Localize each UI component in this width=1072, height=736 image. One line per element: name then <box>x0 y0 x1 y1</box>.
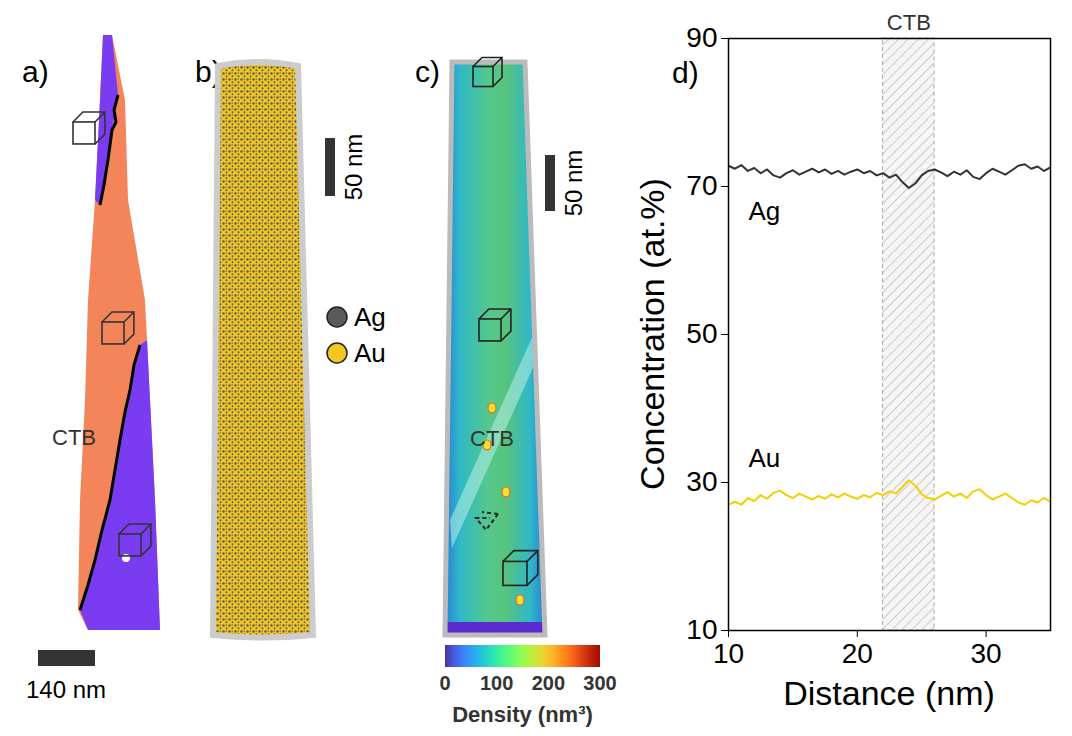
html-text:Concentration (at.%): Concentration (at.%) <box>632 178 671 490</box>
html-text:d): d) <box>672 56 699 89</box>
svg-text:Ag: Ag <box>749 196 781 226</box>
svg-text:100: 100 <box>480 672 513 694</box>
svg-text:Density (nm³): Density (nm³) <box>452 702 593 727</box>
svg-text:Ag: Ag <box>354 302 386 332</box>
svg-text:50 nm: 50 nm <box>340 134 367 201</box>
svg-text:50 nm: 50 nm <box>560 150 587 217</box>
svg-text:140 nm: 140 nm <box>26 676 106 703</box>
svg-text:0: 0 <box>439 672 450 694</box>
svg-text:30: 30 <box>971 638 1002 669</box>
svg-text:200: 200 <box>532 672 565 694</box>
svg-text:Au: Au <box>354 338 386 368</box>
svg-text:c): c) <box>415 55 440 88</box>
svg-text:90: 90 <box>686 22 717 53</box>
svg-text:CTB: CTB <box>470 426 514 451</box>
svg-text:CTB: CTB <box>52 425 96 450</box>
svg-text:a): a) <box>22 55 49 88</box>
svg-text:CTB: CTB <box>887 10 931 35</box>
html-text:Distance (nm): Distance (nm) <box>783 674 995 712</box>
svg-text:50: 50 <box>686 318 717 349</box>
svg-text:30: 30 <box>686 466 717 497</box>
svg-text:20: 20 <box>842 638 873 669</box>
svg-text:10: 10 <box>713 638 744 669</box>
svg-text:10: 10 <box>686 614 718 646</box>
svg-text:70: 70 <box>686 170 717 201</box>
svg-text:b): b) <box>195 55 222 88</box>
svg-text:Au: Au <box>749 443 781 473</box>
svg-text:300: 300 <box>583 672 616 694</box>
